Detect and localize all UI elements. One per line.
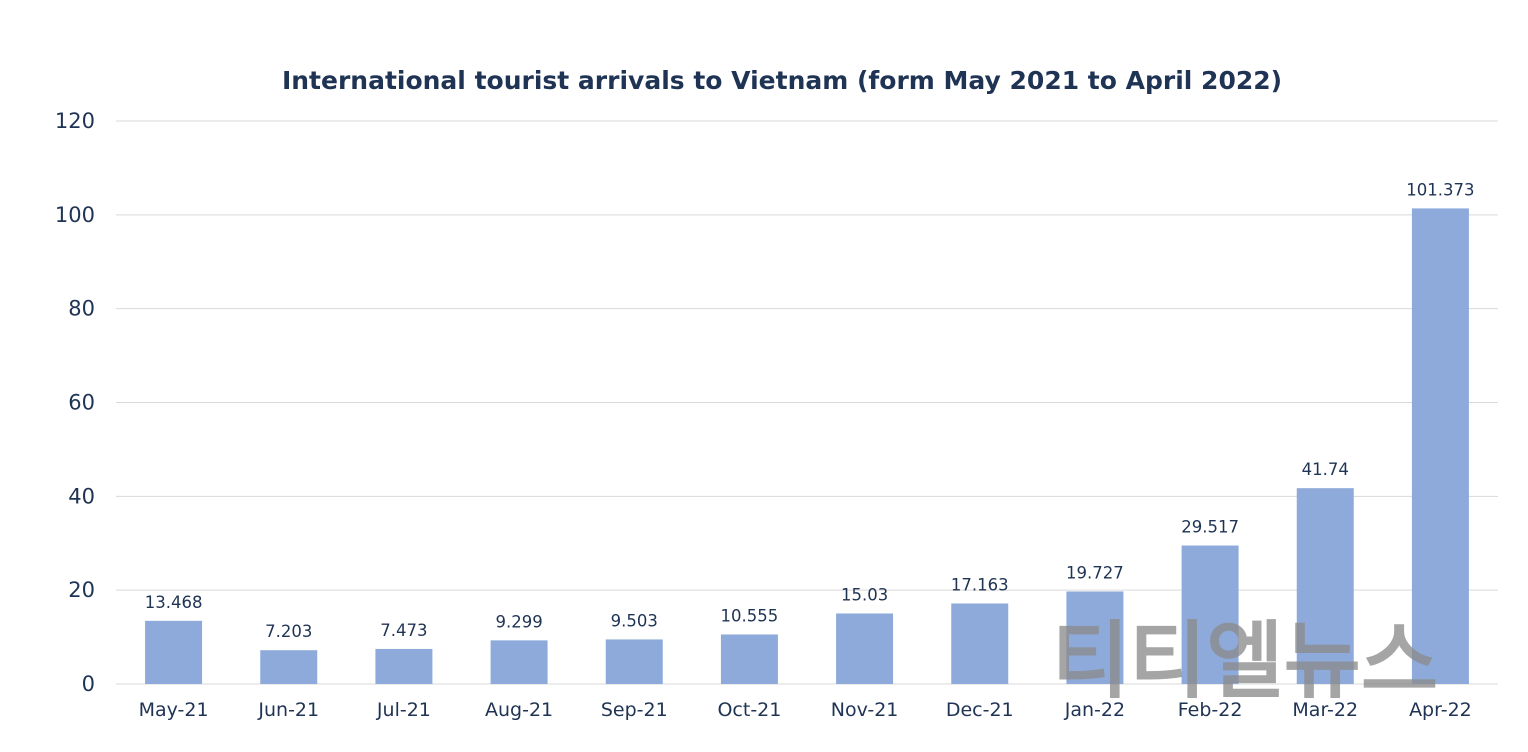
x-tick-label: May-21 bbox=[139, 699, 209, 721]
y-tick-label: 60 bbox=[68, 391, 95, 415]
bar-Apr-22 bbox=[1411, 208, 1469, 685]
data-label: 9.299 bbox=[495, 612, 542, 631]
x-tick-label: Jun-21 bbox=[257, 699, 319, 721]
data-label: 17.163 bbox=[951, 575, 1009, 594]
x-axis-ticks: May-21 Jun-21 Jul-21 Aug-21 Sep-21 Oct-21 Nov-… bbox=[139, 699, 1472, 721]
x-tick-label: Aug-21 bbox=[485, 699, 553, 721]
x-tick-label: Mar-22 bbox=[1292, 699, 1358, 721]
x-tick-label: Sep-21 bbox=[601, 699, 668, 721]
data-label: 101.373 bbox=[1406, 180, 1474, 199]
data-label: 13.468 bbox=[145, 593, 203, 612]
x-tick-label: Jul-21 bbox=[376, 699, 431, 721]
data-labels: 13.468 7.203 7.473 9.299 9.503 10.555 15.03 17.… bbox=[145, 180, 1475, 641]
x-tick-label: Dec-21 bbox=[946, 699, 1014, 721]
data-label: 9.503 bbox=[611, 611, 658, 630]
bar-Nov-21 bbox=[836, 613, 894, 684]
x-tick-label: Apr-22 bbox=[1409, 699, 1472, 721]
bar-Dec-21 bbox=[951, 603, 1009, 684]
data-label: 29.517 bbox=[1181, 518, 1239, 537]
data-label: 7.203 bbox=[265, 622, 312, 641]
y-tick-label: 80 bbox=[68, 297, 95, 321]
x-tick-label: Nov-21 bbox=[831, 699, 899, 721]
bar-Oct-21 bbox=[720, 634, 778, 684]
y-tick-label: 40 bbox=[68, 484, 95, 508]
watermark-logo: 티티엘뉴스 bbox=[1052, 612, 1438, 710]
bar-Mar-22 bbox=[1296, 488, 1354, 684]
bar-Jun-21 bbox=[260, 650, 318, 684]
bar-Aug-21 bbox=[490, 640, 548, 684]
bars bbox=[145, 208, 1469, 685]
data-label: 19.727 bbox=[1066, 563, 1124, 582]
y-axis-ticks: 0 20 40 60 80 100 120 bbox=[55, 109, 95, 696]
data-label: 41.74 bbox=[1302, 460, 1349, 479]
x-tick-label: Jan-22 bbox=[1064, 699, 1125, 721]
data-label: 15.03 bbox=[841, 585, 888, 604]
bar-Jul-21 bbox=[375, 648, 433, 684]
x-tick-label: Oct-21 bbox=[717, 699, 781, 721]
bar-May-21 bbox=[145, 620, 203, 684]
data-label: 10.555 bbox=[721, 606, 779, 625]
data-label: 7.473 bbox=[380, 621, 427, 640]
y-tick-label: 100 bbox=[55, 203, 95, 227]
chart-title: International tourist arrivals to Vietna… bbox=[282, 66, 1282, 95]
y-tick-label: 120 bbox=[55, 109, 95, 133]
gridlines bbox=[116, 120, 1498, 685]
bar-Jan-22 bbox=[1066, 591, 1124, 684]
y-tick-label: 20 bbox=[68, 578, 95, 602]
bar-Feb-22 bbox=[1181, 545, 1239, 684]
bar-Sep-21 bbox=[605, 639, 663, 684]
x-tick-label: Feb-22 bbox=[1178, 699, 1243, 721]
y-tick-label: 0 bbox=[82, 672, 95, 696]
